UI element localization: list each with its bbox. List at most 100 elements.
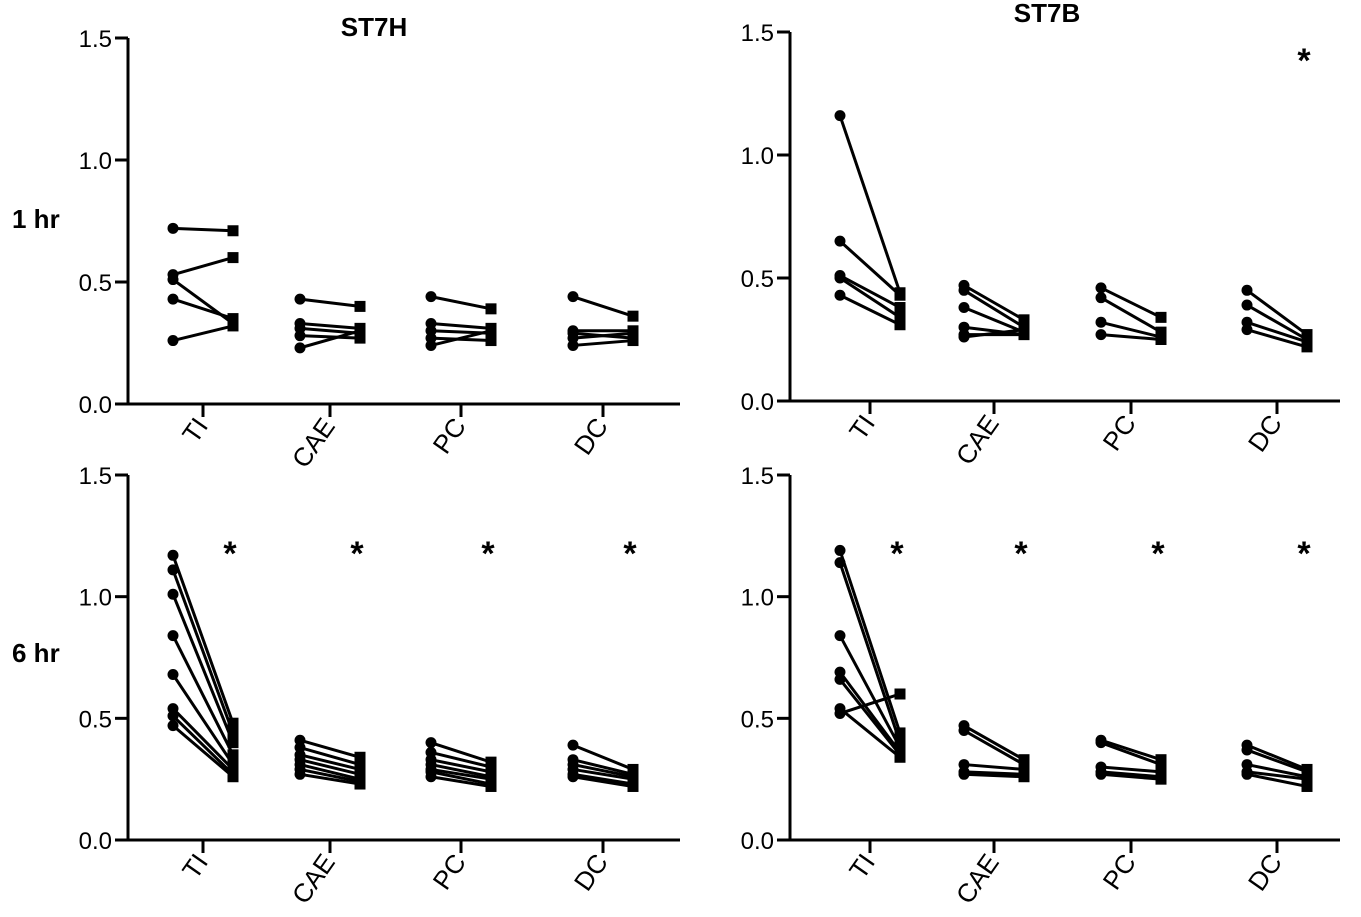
y-tick-label: 0.5	[741, 266, 774, 293]
pair-line	[430, 770, 492, 786]
pair-line	[299, 767, 361, 784]
after-point	[227, 771, 239, 783]
after-point	[1155, 311, 1167, 323]
before-point	[834, 630, 846, 642]
before-point	[167, 564, 179, 576]
pair-line	[572, 772, 634, 786]
after-point	[354, 751, 366, 763]
x-tick-label: PC	[427, 412, 472, 459]
row-label-1hr: 1 hr	[12, 204, 60, 234]
before-point	[958, 331, 970, 343]
before-point	[167, 710, 179, 722]
before-point	[167, 293, 179, 305]
pair-line	[299, 758, 361, 776]
after-point	[227, 737, 239, 749]
y-tick-label: 1.0	[79, 585, 112, 612]
before-point	[958, 725, 970, 736]
x-tick-label: TI	[843, 848, 881, 884]
after-point	[627, 327, 639, 339]
after-point	[1301, 773, 1313, 785]
significance-marker: *	[1297, 535, 1311, 573]
after-point	[894, 311, 906, 323]
after-point	[894, 751, 906, 763]
after-point	[485, 780, 497, 792]
before-point	[167, 222, 179, 234]
after-point	[1301, 341, 1313, 353]
y-tick-label: 1.0	[741, 143, 774, 170]
after-point	[1155, 759, 1167, 771]
pair-line	[430, 321, 492, 330]
pair-line	[839, 692, 901, 715]
pair-line	[572, 758, 634, 776]
panel-title: ST7H	[341, 12, 407, 42]
after-point	[1155, 773, 1167, 785]
pair-line	[963, 763, 1025, 771]
before-point	[167, 335, 179, 347]
after-point	[227, 717, 239, 729]
pair-line	[838, 549, 902, 734]
pair-line	[572, 763, 634, 779]
pair-line	[172, 226, 234, 233]
before-point	[167, 720, 179, 732]
before-point	[1241, 768, 1253, 780]
x-tick-label: CAE	[286, 412, 341, 473]
panel-2: ST7B 0.0 0.5 1.0 1.5 TI CAE PC DC *	[741, 0, 1340, 470]
pair-line	[1100, 765, 1162, 774]
y-tick-label: 1.0	[79, 148, 112, 175]
pair-line	[299, 772, 361, 786]
pair-line	[299, 753, 361, 771]
significance-marker: *	[1151, 535, 1165, 573]
pair-line	[963, 289, 1025, 329]
after-point	[485, 303, 497, 315]
before-point	[1095, 329, 1107, 341]
pair-line	[1246, 303, 1308, 341]
y-tick-label: 1.5	[79, 26, 112, 53]
x-tick-label: PC	[427, 848, 472, 895]
significance-marker: *	[223, 535, 237, 573]
pair-line	[838, 562, 902, 744]
before-point	[958, 768, 970, 780]
pair-line	[963, 328, 1025, 339]
before-point	[425, 339, 437, 351]
y-tick-label: 1.5	[741, 20, 774, 47]
before-point	[567, 339, 579, 351]
after-point	[227, 225, 239, 237]
before-point	[1241, 324, 1253, 336]
panel-3: 0.0 0.5 1.0 1.5 TI CAE PC DC * * * *	[79, 463, 680, 909]
pair-line	[430, 763, 492, 779]
after-point	[627, 335, 639, 347]
x-tick-label: DC	[568, 412, 614, 460]
before-point	[834, 707, 846, 719]
pair-line	[1100, 320, 1162, 339]
pair-line	[172, 724, 234, 778]
before-point	[1095, 282, 1107, 294]
y-tick-label: 0.0	[741, 389, 774, 416]
after-point	[1018, 314, 1030, 326]
pair-line	[1246, 772, 1308, 788]
y-tick-label: 1.5	[741, 463, 774, 490]
after-point	[627, 310, 639, 322]
pair-line	[572, 295, 634, 318]
pair-line	[963, 772, 1025, 779]
pair-line	[299, 297, 361, 308]
after-point	[894, 289, 906, 301]
pair-line	[299, 763, 361, 781]
x-tick-label: DC	[568, 848, 614, 896]
before-point	[958, 284, 970, 296]
pair-line	[839, 707, 901, 759]
pair-line	[1100, 296, 1162, 334]
after-point	[627, 780, 639, 792]
pair-line	[171, 714, 235, 776]
x-tick-label: TI	[843, 409, 881, 445]
before-point	[167, 274, 179, 286]
pair-line	[838, 671, 902, 754]
pair-line	[839, 274, 901, 309]
y-tick-label: 0.0	[741, 828, 774, 855]
after-point	[1301, 780, 1313, 792]
pair-line	[171, 554, 235, 724]
after-point	[894, 302, 906, 314]
x-tick-label: TI	[176, 412, 214, 448]
before-point	[958, 302, 970, 314]
pair-line	[1246, 763, 1308, 779]
panel-1: ST7H 0.0 0.5 1.0 1.5 TI CAE PC DC	[79, 12, 680, 473]
